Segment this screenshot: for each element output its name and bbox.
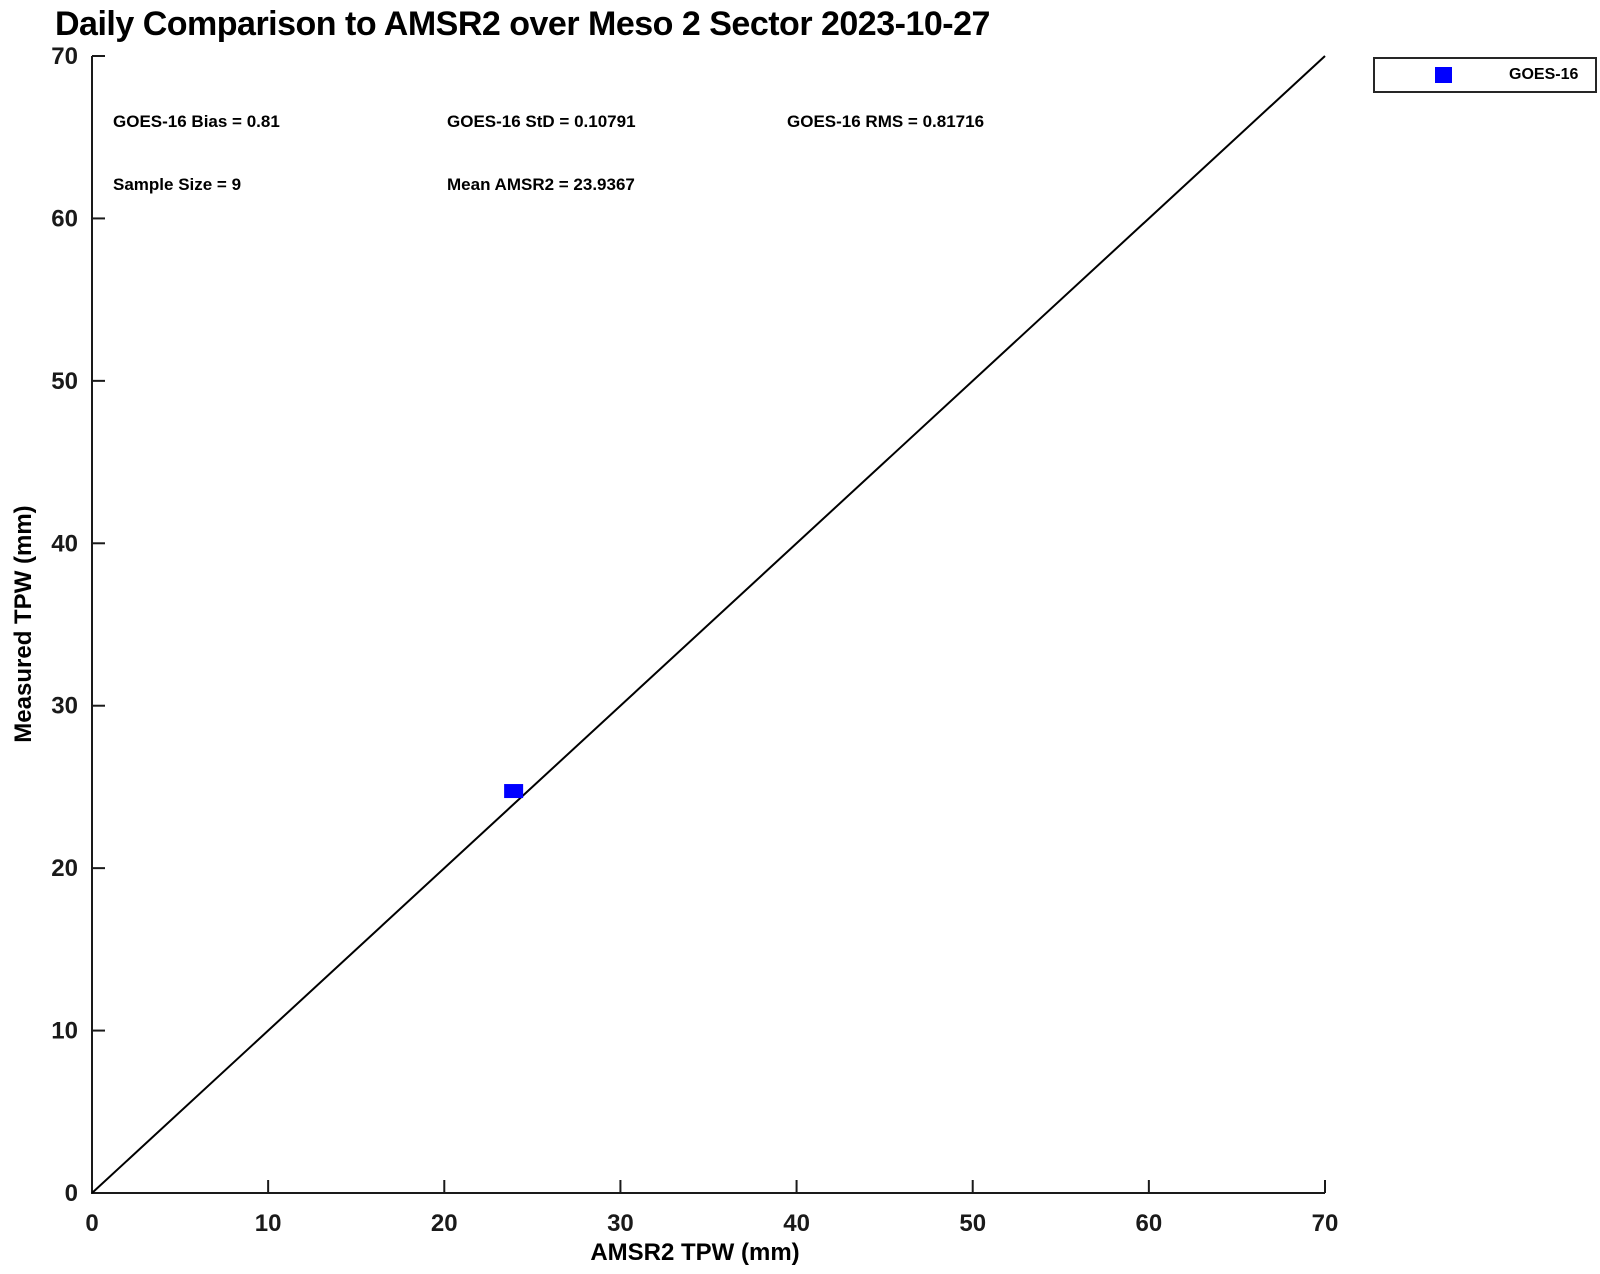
svg-text:30: 30	[607, 1210, 634, 1237]
stat-mean-amsr2: Mean AMSR2 = 23.9367	[447, 175, 635, 194]
svg-text:0: 0	[85, 1210, 98, 1237]
x-tick-labels: 0 10 20 30 40 50 60 70	[85, 1210, 1338, 1237]
svg-text:50: 50	[51, 368, 78, 395]
svg-text:0: 0	[65, 1180, 78, 1207]
svg-text:20: 20	[51, 855, 78, 882]
svg-text:30: 30	[51, 693, 78, 720]
legend-series-label: GOES-16	[1509, 66, 1579, 83]
stat-rms: GOES-16 RMS = 0.81716	[787, 112, 985, 131]
stat-bias: GOES-16 Bias = 0.81	[113, 112, 280, 131]
chart-title: Daily Comparison to AMSR2 over Meso 2 Se…	[55, 5, 990, 43]
svg-text:10: 10	[51, 1018, 78, 1045]
y-tick-labels: 0 10 20 30 40 50 60 70	[51, 43, 78, 1207]
svg-text:40: 40	[783, 1210, 810, 1237]
svg-text:70: 70	[51, 43, 78, 70]
svg-text:60: 60	[1136, 1210, 1163, 1237]
legend: GOES-16	[1373, 57, 1597, 93]
y-axis-label: Measured TPW (mm)	[10, 505, 37, 743]
stat-std: GOES-16 StD = 0.10791	[447, 112, 636, 131]
x-axis-label: AMSR2 TPW (mm)	[590, 1239, 800, 1266]
svg-text:10: 10	[255, 1210, 282, 1237]
data-point-marker	[504, 784, 524, 799]
svg-text:40: 40	[51, 530, 78, 557]
legend-square-marker-icon	[1435, 67, 1452, 83]
data-points-goes-16	[504, 784, 524, 799]
svg-text:20: 20	[431, 1210, 458, 1237]
svg-text:70: 70	[1312, 1210, 1339, 1237]
svg-text:50: 50	[959, 1210, 986, 1237]
svg-text:60: 60	[51, 205, 78, 232]
stat-sample-size: Sample Size = 9	[113, 175, 242, 194]
tick-marks	[91, 55, 1326, 1194]
identity-line	[91, 55, 1326, 1194]
